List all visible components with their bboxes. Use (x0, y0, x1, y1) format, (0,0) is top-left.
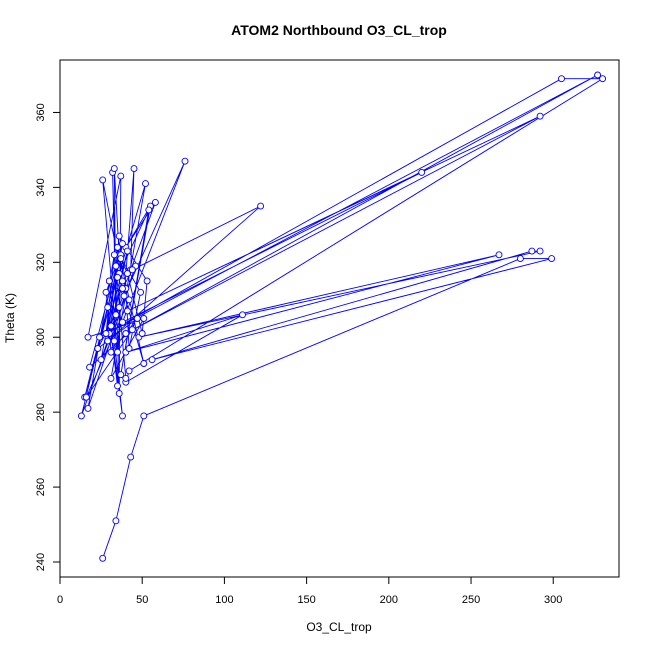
data-point (119, 318, 126, 326)
data-point (104, 337, 112, 345)
x-tick-label: 200 (380, 594, 398, 606)
data-point (115, 389, 123, 397)
data-point (536, 112, 544, 120)
y-tick-label: 260 (35, 478, 47, 496)
data-point (112, 262, 120, 270)
y-tick-label: 340 (35, 178, 47, 196)
data-point (558, 75, 565, 83)
data-point (516, 255, 524, 263)
data-point (114, 243, 121, 251)
data-point (114, 273, 121, 281)
data-point (119, 240, 126, 248)
data-point (115, 232, 123, 240)
data-point (495, 251, 503, 259)
data-point (110, 251, 118, 259)
data-point (528, 247, 536, 255)
y-tick-label: 240 (35, 553, 47, 571)
data-point (125, 345, 133, 352)
data-point (96, 333, 103, 341)
plot-area (77, 71, 607, 562)
x-tick-label: 150 (297, 594, 315, 606)
x-tick-label: 250 (462, 594, 480, 606)
data-point (110, 165, 118, 173)
data-point (119, 285, 126, 292)
data-point (257, 202, 265, 210)
data-point (102, 330, 110, 337)
data-point (84, 333, 92, 341)
data-point (104, 303, 112, 311)
y-tick-label: 360 (35, 103, 47, 121)
data-point (122, 330, 130, 337)
x-axis-label: O3_CL_trop (306, 620, 372, 634)
data-point (123, 247, 131, 255)
data-point (114, 348, 121, 356)
y-tick-label: 320 (35, 253, 47, 271)
data-point (148, 356, 156, 364)
data-point (145, 206, 153, 214)
data-point (143, 277, 151, 285)
data-point (536, 247, 544, 255)
data-point (119, 277, 126, 285)
data-point (122, 374, 130, 382)
data-point (548, 255, 556, 263)
data-point (151, 198, 159, 206)
data-point (418, 168, 426, 176)
chart-title: ATOM2 Northbound O3_CL_trop (231, 22, 447, 38)
data-point (123, 307, 131, 315)
data-point (117, 172, 125, 180)
y-axis: 240 260 280 300 320 340 360 (35, 103, 61, 571)
data-point (140, 412, 148, 420)
data-point (114, 382, 121, 390)
x-tick-label: 50 (136, 594, 148, 606)
data-point (107, 374, 115, 382)
data-point (138, 330, 146, 337)
data-point (105, 277, 113, 285)
data-point (107, 348, 115, 356)
data-point (110, 337, 118, 345)
data-point (97, 356, 105, 364)
data-point (125, 367, 133, 375)
data-point (77, 412, 85, 420)
data-point (125, 296, 133, 304)
data-point (107, 322, 115, 330)
data-point (128, 266, 136, 274)
data-point (181, 157, 189, 165)
data-point (142, 180, 149, 188)
data-point (133, 315, 141, 322)
data-point (117, 255, 125, 263)
data-point (123, 270, 131, 277)
data-point (112, 517, 120, 525)
data-point (127, 453, 135, 461)
data-point (102, 288, 110, 296)
data-point (117, 371, 125, 379)
x-tick-label: 300 (544, 594, 562, 606)
data-point (137, 288, 145, 296)
data-point (119, 412, 126, 420)
data-point (86, 363, 94, 371)
data-point (239, 311, 246, 319)
y-tick-label: 280 (35, 403, 47, 421)
data-point (140, 315, 148, 322)
data-point (99, 176, 107, 184)
data-point (140, 360, 148, 367)
x-tick-label: 0 (57, 594, 63, 606)
data-point (99, 554, 107, 562)
y-tick-label: 300 (35, 328, 47, 346)
data-point (84, 404, 92, 412)
data-point (82, 393, 90, 401)
y-axis-label: Theta (K) (3, 293, 17, 343)
x-tick-label: 100 (215, 594, 233, 606)
data-point (112, 311, 120, 319)
data-point (594, 71, 602, 79)
x-axis: 0 50 100 150 200 250 300 (57, 576, 562, 606)
data-point (130, 165, 138, 173)
data-point (115, 303, 123, 311)
data-point (94, 345, 102, 352)
data-point (120, 292, 128, 300)
data-point (128, 326, 136, 334)
data-point (599, 75, 607, 83)
